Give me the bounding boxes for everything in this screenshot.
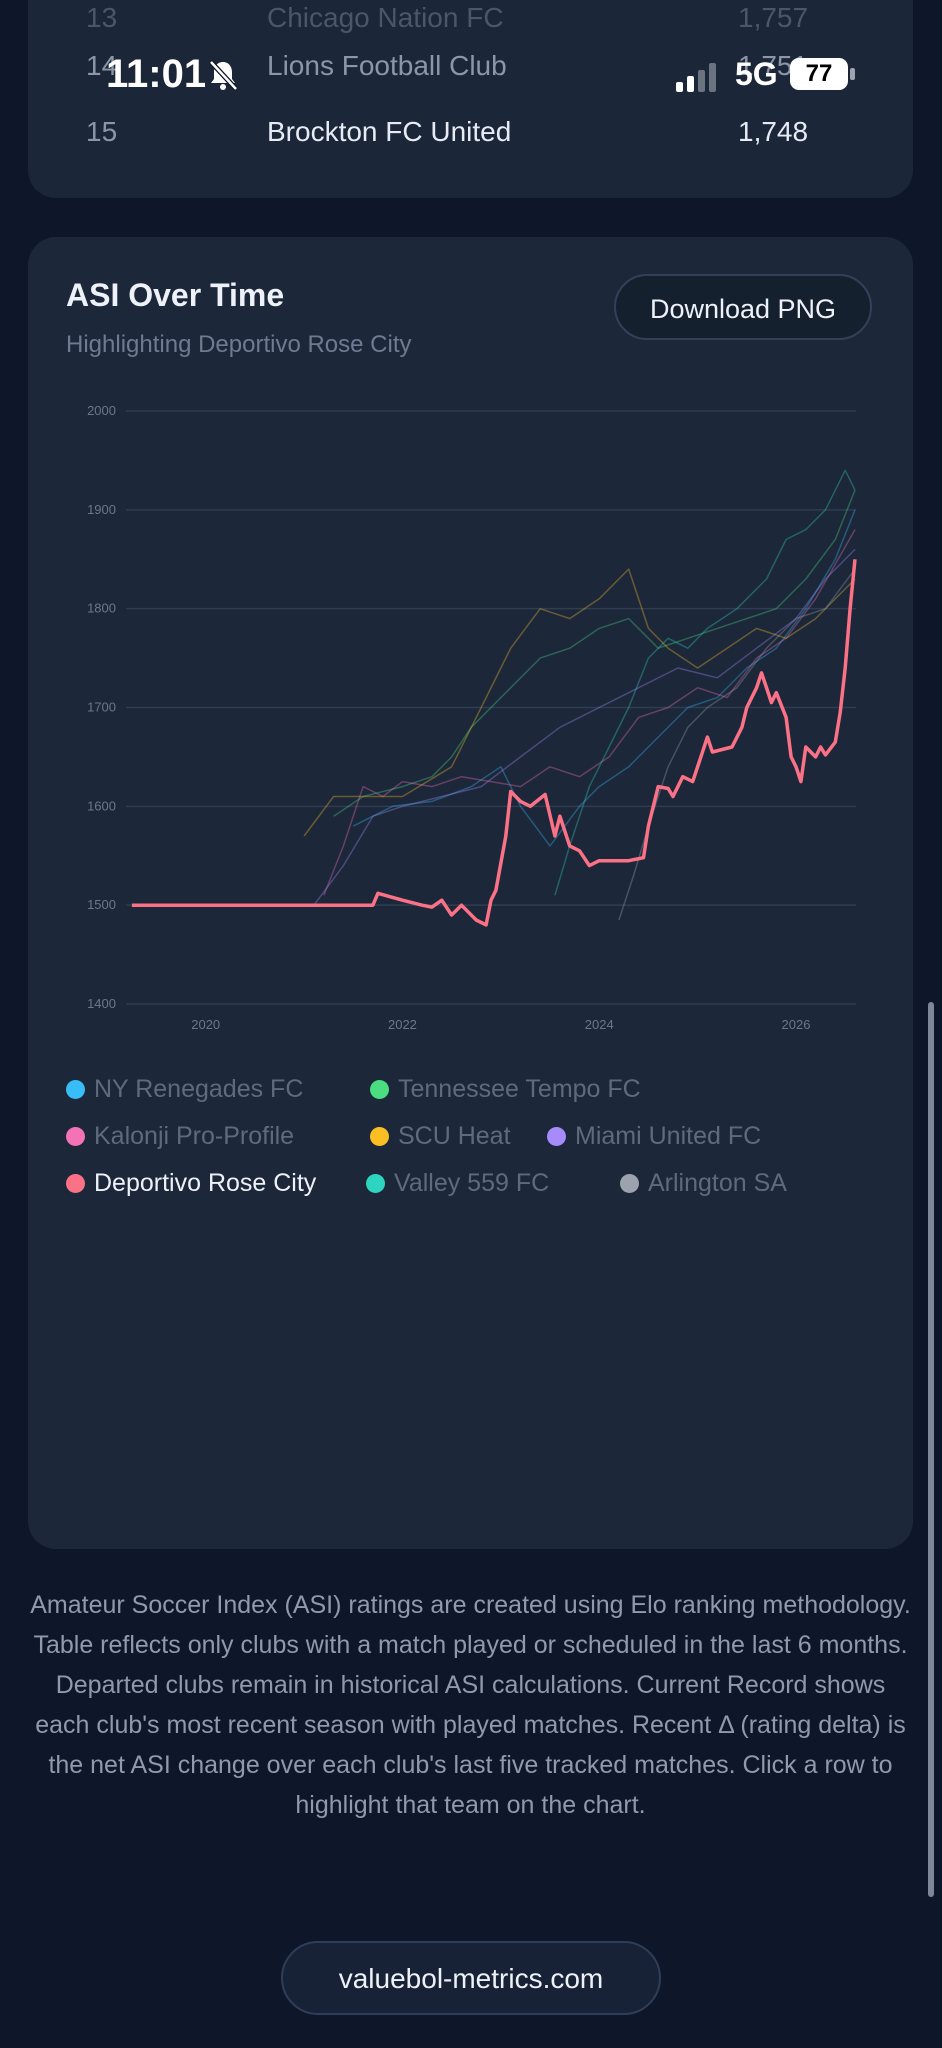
legend-item-miami-united[interactable]: Miami United FC [547,1122,761,1151]
site-link-button[interactable]: valuebol-metrics.com [281,1941,661,2015]
network-label: 5G [735,56,778,92]
series-line-arlington-sa[interactable] [618,568,856,921]
x-tick-label: 2020 [191,1017,220,1032]
asi-cell: 1,748 [738,116,809,147]
rank-cell: 15 [86,116,118,147]
series-line-valley-559-fc[interactable] [554,469,856,896]
chart-legend: NY Renegades FC Tennessee Tempo FC Kalon… [66,1075,886,1216]
rank-cell: 13 [86,2,118,33]
chart-subtitle: Highlighting Deportivo Rose City [66,331,412,358]
rank-cell: 14 [86,50,118,81]
silent-bell-icon [209,60,238,91]
legend-item-tennessee-tempo[interactable]: Tennessee Tempo FC [370,1075,641,1104]
club-cell: Brockton FC United [267,116,512,147]
table-row[interactable]: 13 Chicago Nation FC 1,757 [28,2,913,42]
y-tick-label: 1700 [87,700,116,715]
methodology-footnote: Amateur Soccer Index (ASI) ratings are c… [30,1591,911,1819]
legend-item-deportivo-rose-city[interactable]: Deportivo Rose City [66,1169,316,1198]
battery-icon: 77 [790,58,856,92]
cell-signal-icon [676,63,716,92]
series-line-kalonji-pro-profile[interactable] [323,529,856,896]
y-tick-label: 1900 [87,502,116,517]
y-tick-label: 2000 [87,403,116,418]
scrollbar[interactable] [928,1002,934,1897]
y-tick-label: 1600 [87,798,116,813]
legend-item-arlington-sa[interactable]: Arlington SA [620,1169,787,1198]
series-line-tennessee-tempo-fc[interactable] [333,489,856,817]
x-tick-label: 2026 [782,1017,811,1032]
series-line-miami-united-fc[interactable] [313,548,856,906]
asi-cell: 1,757 [738,2,809,33]
series-line-ny-renegades-fc[interactable] [352,509,856,847]
asi-line-chart[interactable]: 1400 1500 1600 1700 1800 1900 2000 2020 2022 2024… [28,377,913,1067]
legend-item-ny-renegades[interactable]: NY Renegades FC [66,1075,303,1104]
series-line-deportivo-rose-city[interactable] [131,559,857,927]
legend-dot [66,1080,85,1099]
status-time: 11:01 [106,52,207,96]
legend-item-scu-heat[interactable]: SCU Heat [370,1122,511,1151]
download-png-button[interactable]: Download PNG [614,274,872,340]
series-line-scu-heat[interactable] [303,568,856,837]
chart-title: ASI Over Time [66,277,285,313]
legend-item-valley-559[interactable]: Valley 559 FC [366,1169,549,1198]
legend-dot [370,1127,389,1146]
legend-dot [370,1080,389,1099]
battery-level: 77 [805,60,833,87]
y-tick-label: 1400 [87,996,116,1011]
table-row[interactable]: 14 Lions Football Club 1,751 [28,50,913,90]
club-cell: Chicago Nation FC [267,2,504,33]
y-tick-label: 1500 [87,897,116,912]
legend-item-kalonji[interactable]: Kalonji Pro-Profile [66,1122,294,1151]
legend-dot [620,1174,639,1193]
rankings-table-card: 13 Chicago Nation FC 1,757 14 Lions Foot… [28,0,913,198]
legend-dot [66,1174,85,1193]
legend-dot [366,1174,385,1193]
legend-dot [547,1127,566,1146]
club-cell: Lions Football Club [267,50,507,81]
x-tick-label: 2022 [388,1017,417,1032]
asi-chart-card: ASI Over Time Highlighting Deportivo Ros… [28,237,913,1549]
y-tick-label: 1800 [87,601,116,616]
x-tick-label: 2024 [585,1017,614,1032]
legend-dot [66,1127,85,1146]
status-bar: 11:01 5G 77 [0,48,942,108]
table-row[interactable]: 15 Brockton FC United 1,748 [28,116,913,156]
